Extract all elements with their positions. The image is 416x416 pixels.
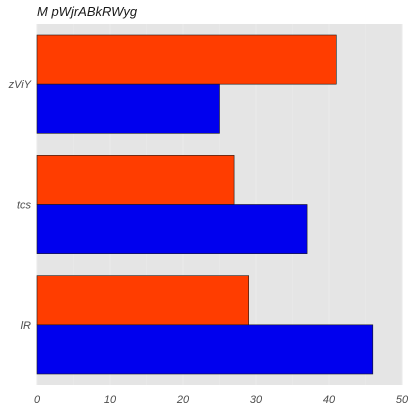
bar-zViY-series-1 [37, 35, 336, 84]
x-tick-label: 40 [323, 394, 336, 406]
x-tick-label: 0 [34, 394, 41, 406]
y-axis-tick-labels: zViY tcs lR [8, 79, 32, 332]
bar-lR-series-2 [37, 325, 373, 374]
y-tick-label: tcs [17, 200, 32, 212]
x-axis-tick-labels: 0 10 20 30 40 50 [34, 394, 409, 406]
bar-zViY-series-2 [37, 84, 220, 133]
x-tick-label: 50 [396, 394, 409, 406]
bar-lR-series-1 [37, 276, 249, 325]
y-tick-label: zViY [8, 79, 32, 91]
y-tick-label: lR [21, 320, 31, 332]
bar-tcs-series-1 [37, 155, 234, 204]
x-tick-label: 30 [250, 394, 263, 406]
bar-tcs-series-2 [37, 205, 307, 254]
x-tick-label: 10 [104, 394, 117, 406]
x-tick-label: 20 [176, 394, 190, 406]
